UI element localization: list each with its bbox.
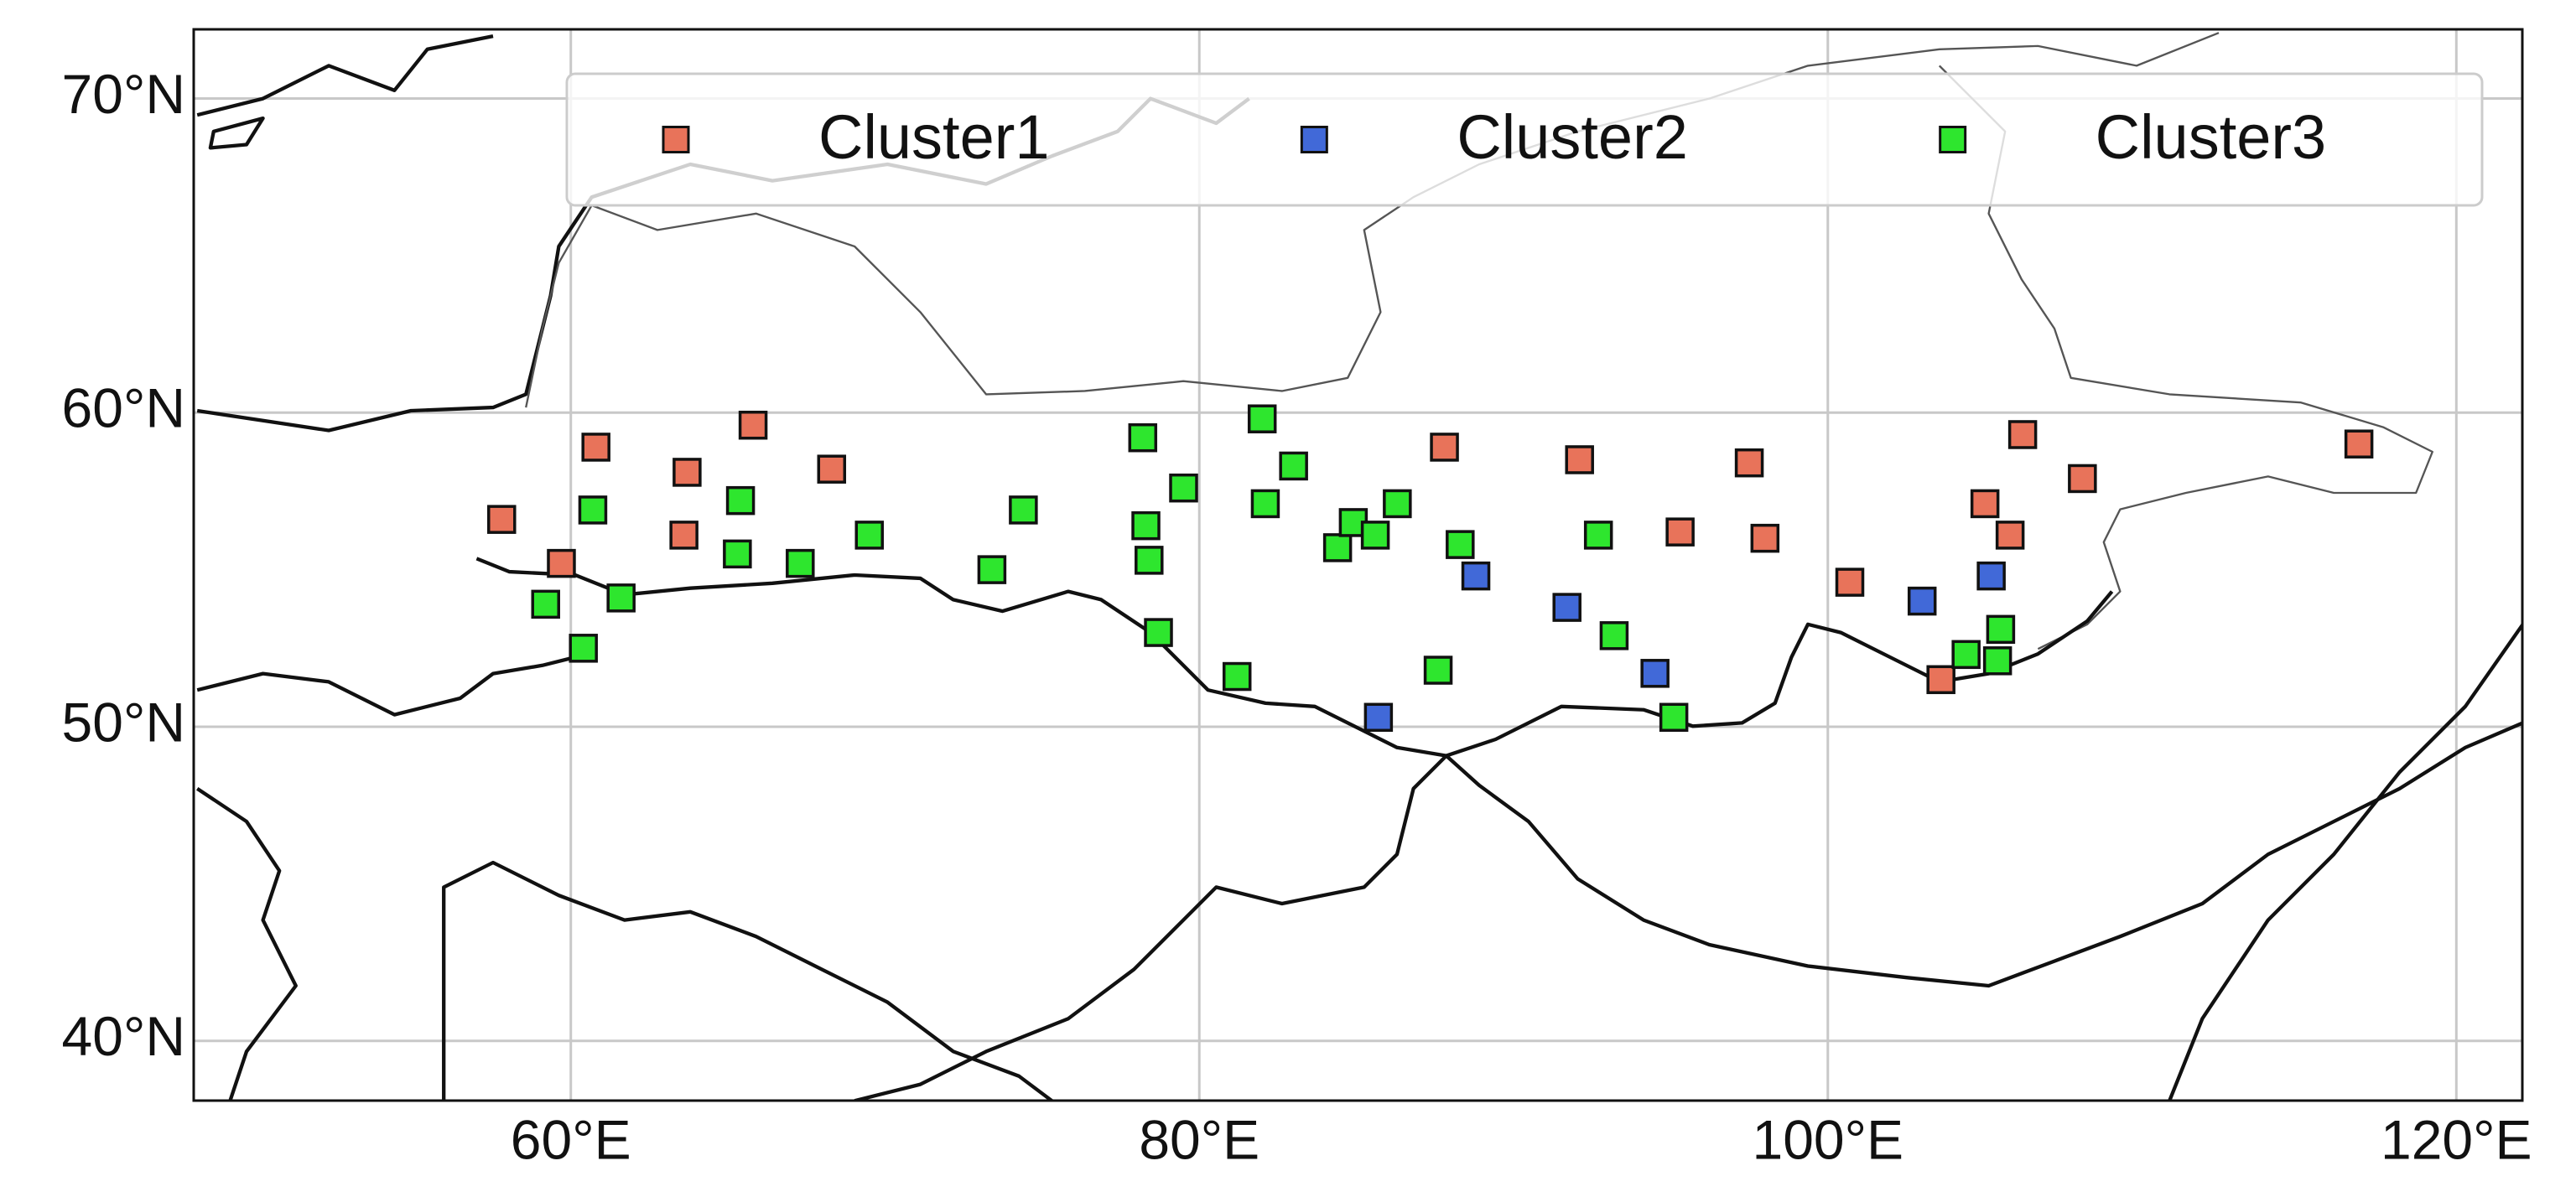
marker (854, 521, 884, 550)
marker (1907, 586, 1937, 616)
marker (569, 634, 598, 663)
marker (1640, 659, 1670, 688)
marker (1250, 489, 1280, 519)
legend-label: Cluster2 (1457, 102, 1688, 172)
marker (1734, 448, 1764, 478)
marker (1222, 661, 1252, 692)
legend: Cluster1 Cluster2 Cluster3 (565, 72, 2484, 207)
legend-frame (565, 72, 2484, 207)
legend-swatch (662, 126, 690, 153)
marker (1423, 656, 1453, 685)
marker (487, 505, 517, 534)
marker (1461, 561, 1491, 591)
plot-area (194, 29, 2522, 1101)
marker (547, 548, 576, 578)
legend-label: Cluster3 (2096, 102, 2327, 172)
marker (2007, 420, 2038, 449)
marker (1583, 521, 1613, 550)
border-line (1445, 721, 2522, 988)
border-line (475, 557, 2114, 758)
region-border (525, 32, 2220, 408)
tick-labels: 60°E 80°E 100°E 120°E 40°N 50°N 60°N 70°N (62, 63, 2532, 1171)
marker (1995, 521, 2025, 550)
x-tick-label: 80°E (1139, 1108, 1259, 1170)
marker (1131, 510, 1161, 541)
marker (1750, 523, 1780, 553)
region-border (1938, 65, 2433, 650)
marker (1247, 404, 1277, 433)
marker (578, 495, 608, 525)
marker (531, 589, 560, 619)
legend-label: Cluster1 (818, 102, 1050, 172)
marker (1169, 473, 1198, 503)
marker (1970, 489, 2000, 519)
marker (1599, 621, 1629, 650)
points (487, 404, 2374, 733)
border-line (2168, 623, 2522, 1101)
marker (1835, 567, 1865, 597)
marker (2344, 429, 2374, 459)
plot-frame (192, 28, 2524, 1102)
marker (738, 410, 768, 440)
marker (2068, 464, 2097, 494)
marker (723, 539, 752, 569)
marker (1926, 665, 1955, 695)
coastline (196, 787, 298, 1101)
marker (1144, 618, 1173, 647)
y-tick-label: 60°N (62, 377, 185, 439)
marker (606, 583, 636, 613)
coastline (196, 34, 494, 150)
border-line (854, 754, 1448, 1101)
marker (1986, 614, 2016, 645)
marker (1360, 521, 1390, 550)
legend-swatch (1300, 126, 1328, 153)
marker (581, 433, 610, 462)
marker (1009, 495, 1038, 525)
marker (1383, 489, 1412, 519)
marker (673, 458, 702, 487)
marker (786, 548, 815, 578)
marker (977, 555, 1007, 584)
marker (725, 485, 756, 516)
y-tick-label: 40°N (62, 1005, 185, 1067)
marker (1128, 422, 1158, 453)
marker (1135, 546, 1164, 575)
legend-swatch (1939, 126, 1967, 153)
x-tick-label: 120°E (2381, 1108, 2532, 1170)
marker (669, 521, 699, 550)
marker (1565, 445, 1594, 474)
marker (1951, 640, 1981, 670)
marker (1446, 530, 1475, 559)
marker (1665, 517, 1695, 547)
x-tick-label: 100°E (1752, 1108, 1903, 1170)
marker (817, 454, 847, 484)
border-line (442, 860, 1053, 1101)
marker (1552, 593, 1581, 622)
marker (1982, 646, 2012, 676)
marker (1279, 451, 1308, 481)
marker (1363, 702, 1394, 733)
marker (1430, 433, 1459, 462)
marker (1659, 702, 1689, 733)
y-tick-label: 50°N (62, 691, 185, 753)
marker (1322, 533, 1353, 562)
x-tick-label: 60°E (511, 1108, 631, 1170)
y-tick-label: 70°N (62, 63, 185, 125)
coastline (196, 655, 576, 717)
marker (1976, 561, 2006, 591)
